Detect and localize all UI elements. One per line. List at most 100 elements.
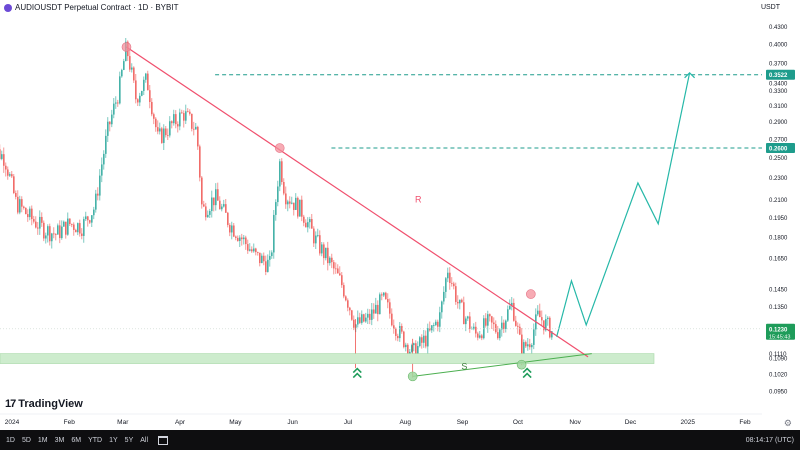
time-tick-label: Nov — [569, 419, 581, 426]
candle-body — [99, 175, 101, 196]
price-tick-label: 0.4000 — [769, 43, 788, 49]
candle-body — [219, 200, 221, 210]
candle-body — [461, 299, 463, 303]
timeframe-ytd[interactable]: YTD — [88, 436, 103, 444]
calendar-range-icon[interactable] — [158, 435, 169, 445]
candle-body — [17, 196, 19, 213]
candle-body — [299, 199, 301, 217]
candle-body — [207, 214, 209, 218]
candle-body — [509, 306, 511, 310]
symbol-title[interactable]: AUDIOUSDT Perpetual Contract · 1D · BYBI… — [4, 3, 178, 12]
candle-body — [97, 193, 99, 196]
candle-body — [27, 214, 29, 218]
candle-body — [529, 344, 531, 348]
timeframe-1m[interactable]: 1M — [37, 436, 48, 444]
timeframe-1d[interactable]: 1D — [6, 436, 15, 444]
candle-body — [363, 314, 365, 322]
candle-body — [429, 328, 431, 331]
support-touch-marker — [516, 359, 527, 370]
candle-body — [199, 146, 201, 178]
candle-body — [177, 124, 179, 127]
candle-body — [385, 292, 387, 300]
candle-body — [51, 233, 53, 242]
candle-body — [257, 252, 259, 253]
candle-body — [433, 325, 435, 326]
candle-body — [321, 244, 323, 254]
candle-body — [117, 102, 119, 104]
utc-clock[interactable]: 08:14:17 (UTC) — [745, 436, 794, 444]
drawing-overlays: RS — [0, 42, 762, 382]
tradingview-logo-text: TradingView — [18, 398, 83, 410]
time-tick-label: Jul — [344, 419, 353, 426]
candle-body — [371, 309, 373, 320]
candle-body — [357, 317, 359, 325]
bottom-toolbar: 1D 5D 1M 3M 6M YTD 1Y 5Y All 08:14:17 (U… — [0, 430, 800, 450]
candle-body — [391, 313, 393, 326]
target-mid-tag: 0.2600 — [769, 147, 788, 153]
candle-body — [211, 197, 213, 212]
candle-body — [217, 189, 219, 201]
candle-body — [295, 197, 297, 210]
candle-body — [179, 112, 181, 127]
candle-body — [301, 199, 303, 217]
candle-body — [269, 256, 271, 260]
candle-body — [545, 319, 547, 331]
support-trendline — [412, 353, 592, 377]
candle-body — [225, 204, 227, 213]
candle-body — [485, 318, 487, 326]
candle-body — [397, 335, 399, 339]
timeframe-all[interactable]: All — [140, 436, 149, 444]
candle-body — [9, 174, 11, 176]
price-tick-label: 0.3400 — [769, 82, 788, 88]
candle-body — [169, 121, 171, 136]
currency-label[interactable]: USDT — [760, 4, 780, 11]
candle-body — [57, 225, 59, 235]
candle-body — [203, 204, 205, 207]
timeframe-6m[interactable]: 6M — [71, 436, 82, 444]
candle-body — [121, 69, 123, 77]
settings-gear-icon[interactable]: ⚙ — [783, 418, 792, 428]
candle-body — [351, 310, 353, 320]
candle-body — [431, 325, 433, 331]
candle-body — [547, 317, 549, 320]
candle-body — [309, 219, 311, 223]
candle-body — [215, 189, 217, 206]
time-tick-label: 2025 — [681, 419, 696, 426]
price-tick-label: 0.0950 — [769, 390, 788, 396]
candle-body — [273, 214, 275, 253]
candle-body — [551, 331, 553, 338]
candle-body — [165, 128, 167, 136]
candle-body — [503, 322, 505, 330]
candle-body — [95, 193, 97, 210]
support-zone — [0, 353, 655, 364]
time-tick-label: Oct — [513, 419, 523, 426]
candle-body — [337, 268, 339, 274]
candle-body — [513, 302, 515, 321]
double-chevron-up-icon — [352, 372, 362, 379]
candle-body — [115, 102, 117, 104]
price-chart[interactable]: RS 0.43000.40000.37000.34000.33000.31000… — [0, 0, 800, 430]
candle-body — [25, 207, 27, 215]
candle-body — [379, 294, 381, 315]
candle-body — [141, 90, 143, 96]
candle-body — [89, 220, 91, 223]
candle-body — [75, 229, 77, 233]
candle-body — [39, 216, 41, 229]
candle-body — [305, 222, 307, 228]
timeframe-5d[interactable]: 5D — [21, 436, 31, 444]
candle-body — [21, 199, 23, 207]
candle-body — [373, 309, 375, 314]
candlestick-series — [0, 38, 553, 378]
timeframe-3m[interactable]: 3M — [54, 436, 65, 444]
candle-body — [195, 126, 197, 130]
timeframe-1y[interactable]: 1Y — [109, 436, 118, 444]
resistance-touch-marker — [526, 289, 536, 299]
candle-body — [367, 313, 369, 318]
candle-body — [31, 208, 33, 220]
candle-body — [271, 252, 273, 257]
price-tick-label: 0.3100 — [769, 104, 788, 110]
tradingview-logo[interactable]: 17 TradingView — [5, 398, 83, 410]
candle-body — [221, 206, 223, 210]
candle-body — [283, 182, 285, 194]
timeframe-5y[interactable]: 5Y — [124, 436, 134, 444]
